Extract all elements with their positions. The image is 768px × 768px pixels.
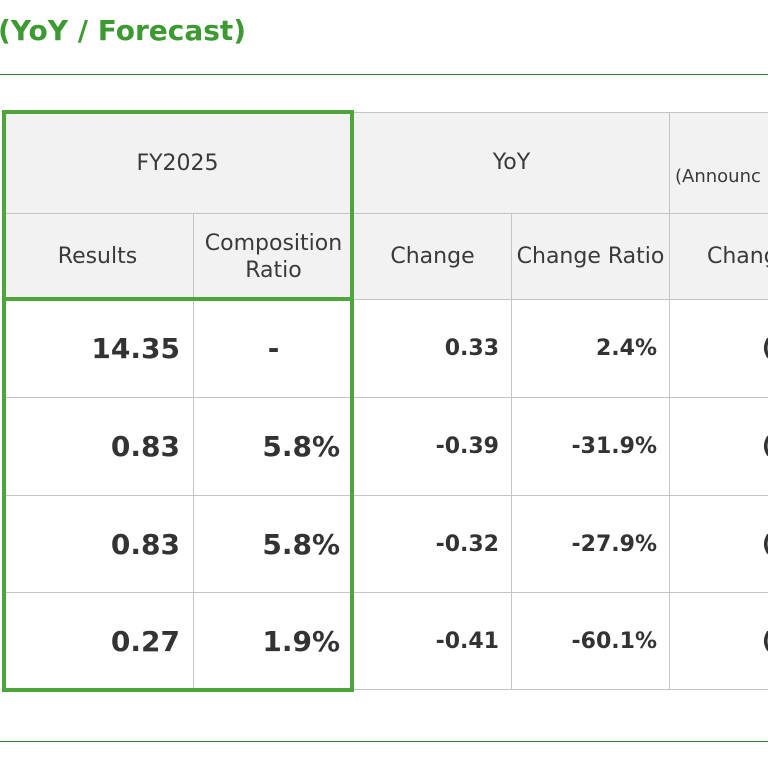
- header-announced-change: Chang: [670, 214, 768, 300]
- header-yoy: YoY: [354, 112, 670, 214]
- cell-change-ratio: -27.9%: [512, 496, 670, 593]
- header-change: Change: [354, 214, 512, 300]
- cell-results: 14.35: [2, 300, 194, 398]
- cell-announced-change: (: [670, 496, 768, 593]
- cell-results: 0.83: [2, 398, 194, 496]
- cell-composition-ratio: 5.8%: [194, 398, 354, 496]
- cell-change-ratio: 2.4%: [512, 300, 670, 398]
- header-change-ratio: Change Ratio: [512, 214, 670, 300]
- header-fy2025: FY2025: [2, 112, 354, 214]
- cell-composition-ratio: -: [194, 300, 354, 398]
- cell-results: 0.83: [2, 496, 194, 593]
- top-divider: [0, 74, 768, 75]
- cell-change: -0.41: [354, 593, 512, 690]
- cell-change: -0.39: [354, 398, 512, 496]
- page-title: (YoY / Forecast): [0, 14, 247, 47]
- header-composition-ratio: Composition Ratio: [194, 214, 354, 300]
- cell-change-ratio: -31.9%: [512, 398, 670, 496]
- cell-announced-change: (: [670, 593, 768, 690]
- cell-results: 0.27: [2, 593, 194, 690]
- cell-announced-change: (: [670, 398, 768, 496]
- header-announced: (Announc: [670, 112, 768, 214]
- cell-change: 0.33: [354, 300, 512, 398]
- header-results: Results: [2, 214, 194, 300]
- bottom-divider: [0, 741, 768, 742]
- cell-change-ratio: -60.1%: [512, 593, 670, 690]
- cell-composition-ratio: 1.9%: [194, 593, 354, 690]
- cell-change: -0.32: [354, 496, 512, 593]
- cell-composition-ratio: 5.8%: [194, 496, 354, 593]
- cell-announced-change: (: [670, 300, 768, 398]
